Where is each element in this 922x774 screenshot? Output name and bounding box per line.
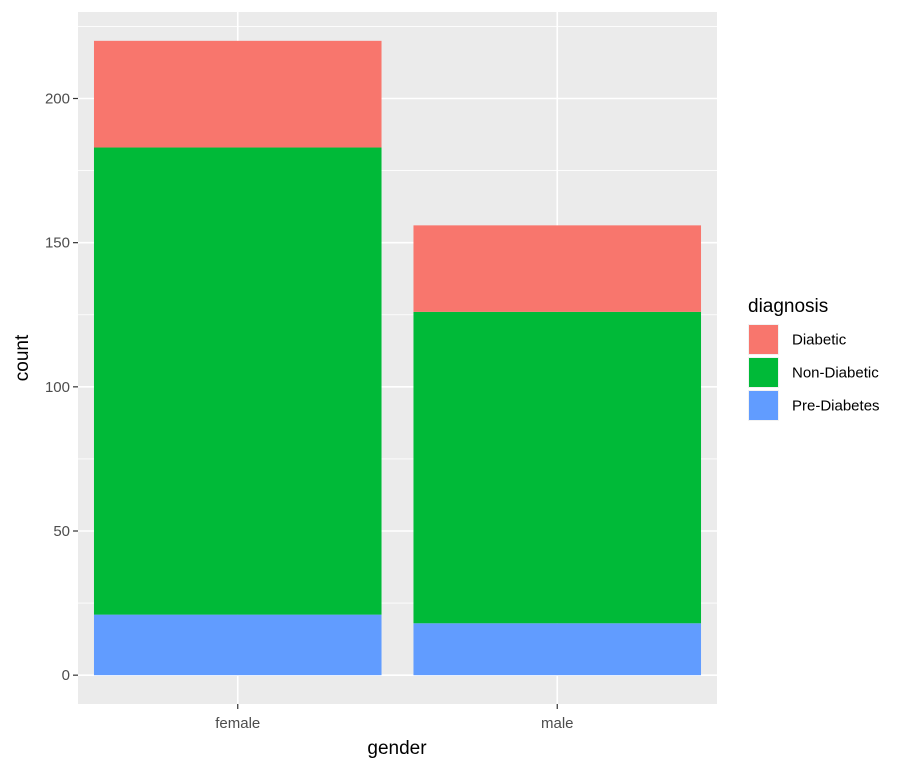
y-tick-label: 150 (45, 235, 70, 252)
y-tick-label: 200 (45, 91, 70, 108)
legend-label-pre-diabetes: Pre-Diabetes (792, 398, 880, 415)
y-tick-label: 100 (45, 379, 70, 396)
bar-segment-non-diabetic-female (93, 147, 382, 615)
bar-segment-pre-diabetes-female (93, 614, 382, 676)
legend-title: diagnosis (748, 296, 828, 317)
y-tick-label: 50 (53, 523, 70, 540)
y-tick-label: 0 (62, 667, 70, 684)
legend-swatch-diabetic (749, 325, 778, 354)
bar-segment-non-diabetic-male (413, 311, 702, 624)
legend-swatch-pre-diabetes (749, 391, 778, 420)
bar-segment-diabetic-female (93, 40, 382, 148)
y-axis-title: count (12, 334, 33, 381)
x-axis-title: gender (367, 738, 427, 759)
bars-group (93, 40, 702, 676)
x-tick-label: male (541, 715, 574, 732)
legend-label-diabetic: Diabetic (792, 332, 847, 349)
legend-label-non-diabetic: Non-Diabetic (792, 365, 879, 382)
bar-segment-diabetic-male (413, 225, 702, 312)
x-tick-label: female (215, 715, 260, 732)
y-axis: 0 50 100 150 200 (45, 91, 78, 684)
legend: diagnosis Diabetic Non-Diabetic Pre-Diabet… (748, 296, 880, 421)
legend-swatch-non-diabetic (749, 358, 778, 387)
bar-segment-pre-diabetes-male (413, 623, 702, 676)
x-axis: female male (215, 704, 574, 732)
